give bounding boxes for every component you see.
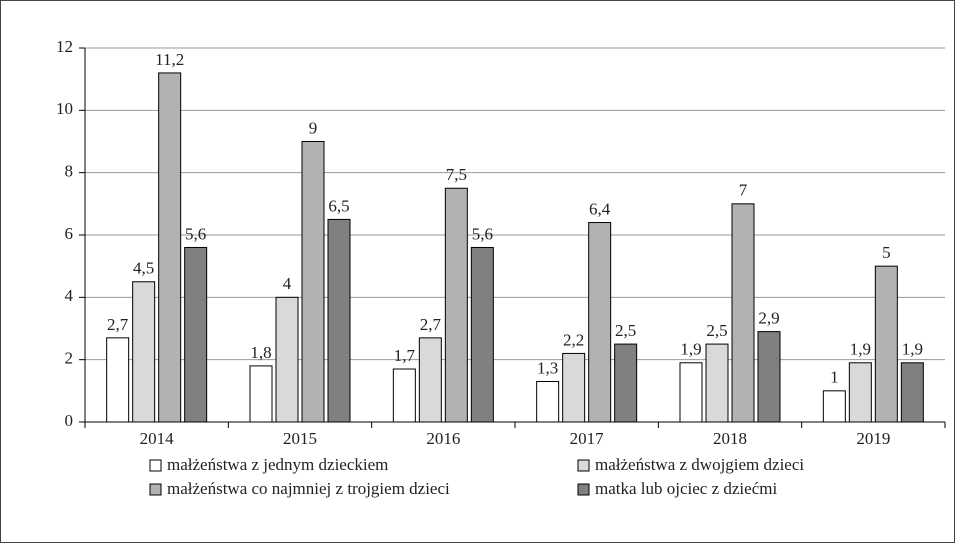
data-label: 6,4 (589, 199, 611, 218)
bar (275, 296, 299, 423)
bar (900, 362, 924, 423)
data-label: 1 (830, 368, 839, 387)
data-label: 7,5 (446, 165, 467, 184)
data-label: 9 (309, 118, 318, 137)
bar (327, 218, 351, 423)
bar (757, 331, 781, 423)
bar (470, 246, 494, 423)
bar (392, 368, 416, 423)
bar (874, 265, 898, 423)
data-label: 1,9 (902, 340, 923, 359)
data-label: 1,8 (250, 343, 271, 362)
bar (614, 343, 638, 423)
data-label: 6,5 (328, 196, 349, 215)
data-label: 2,5 (706, 321, 727, 340)
data-label: 5,6 (472, 224, 493, 243)
data-label: 11,2 (155, 50, 184, 69)
bar (562, 352, 586, 423)
bar (418, 337, 442, 423)
legend-label: matka lub ojciec z dziećmi (595, 479, 777, 498)
bar (184, 246, 208, 423)
y-tick-label: 2 (65, 349, 74, 368)
x-tick-label: 2017 (570, 429, 605, 448)
data-label: 4 (283, 274, 292, 293)
bar (249, 365, 273, 423)
bar (444, 187, 468, 423)
data-label: 4,5 (133, 259, 154, 278)
legend-label: małżeństwa z jednym dzieckiem (167, 455, 388, 474)
bar (822, 390, 846, 423)
legend-label: małżeństwa z dwojgiem dzieci (595, 455, 804, 474)
data-label: 2,2 (563, 330, 584, 349)
bar (301, 141, 325, 423)
x-tick-label: 2016 (426, 429, 460, 448)
bar (536, 380, 560, 423)
bar (158, 72, 182, 423)
y-tick-label: 8 (65, 162, 74, 181)
bar (705, 343, 729, 423)
data-label: 5 (882, 243, 891, 262)
y-tick-label: 10 (56, 99, 73, 118)
bar (731, 203, 755, 423)
legend-label: małżeństwa co najmniej z trojgiem dzieci (167, 479, 450, 498)
data-label: 1,9 (850, 340, 871, 359)
data-label: 2,7 (107, 315, 129, 334)
legend-swatch (149, 459, 162, 472)
legend-swatch (577, 483, 590, 496)
bar (588, 222, 612, 423)
data-label: 1,7 (394, 346, 416, 365)
legend-swatch (149, 483, 162, 496)
x-tick-label: 2015 (283, 429, 317, 448)
data-label: 1,9 (680, 340, 701, 359)
bar (679, 362, 703, 423)
data-label: 7 (739, 181, 748, 200)
data-label: 2,5 (615, 321, 636, 340)
y-tick-label: 12 (56, 37, 73, 56)
bar (132, 281, 156, 423)
data-label: 2,7 (420, 315, 442, 334)
legend-swatch (577, 459, 590, 472)
bar (848, 362, 872, 423)
data-label: 2,9 (758, 309, 779, 328)
data-label: 1,3 (537, 358, 558, 377)
data-label: 5,6 (185, 224, 206, 243)
bar (106, 337, 130, 423)
y-tick-label: 6 (65, 224, 74, 243)
y-tick-label: 4 (65, 286, 74, 305)
x-tick-label: 2014 (140, 429, 175, 448)
y-tick-label: 0 (65, 411, 74, 430)
x-tick-label: 2019 (856, 429, 890, 448)
x-tick-label: 2018 (713, 429, 747, 448)
